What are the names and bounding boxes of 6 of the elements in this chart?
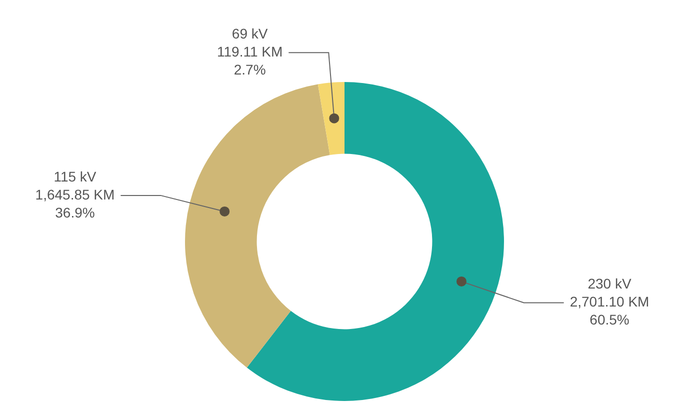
slice-label: 230 kV	[588, 276, 632, 292]
data-label: 2,701.10 KM 60.5%	[570, 294, 650, 328]
data-label: 1,645.85 KM 36.9%	[35, 186, 115, 220]
data-label: 119.11 KM 2.7%	[217, 44, 283, 78]
slice-label: 115 kV	[54, 168, 97, 184]
slice-label: 69 kV	[232, 26, 268, 42]
